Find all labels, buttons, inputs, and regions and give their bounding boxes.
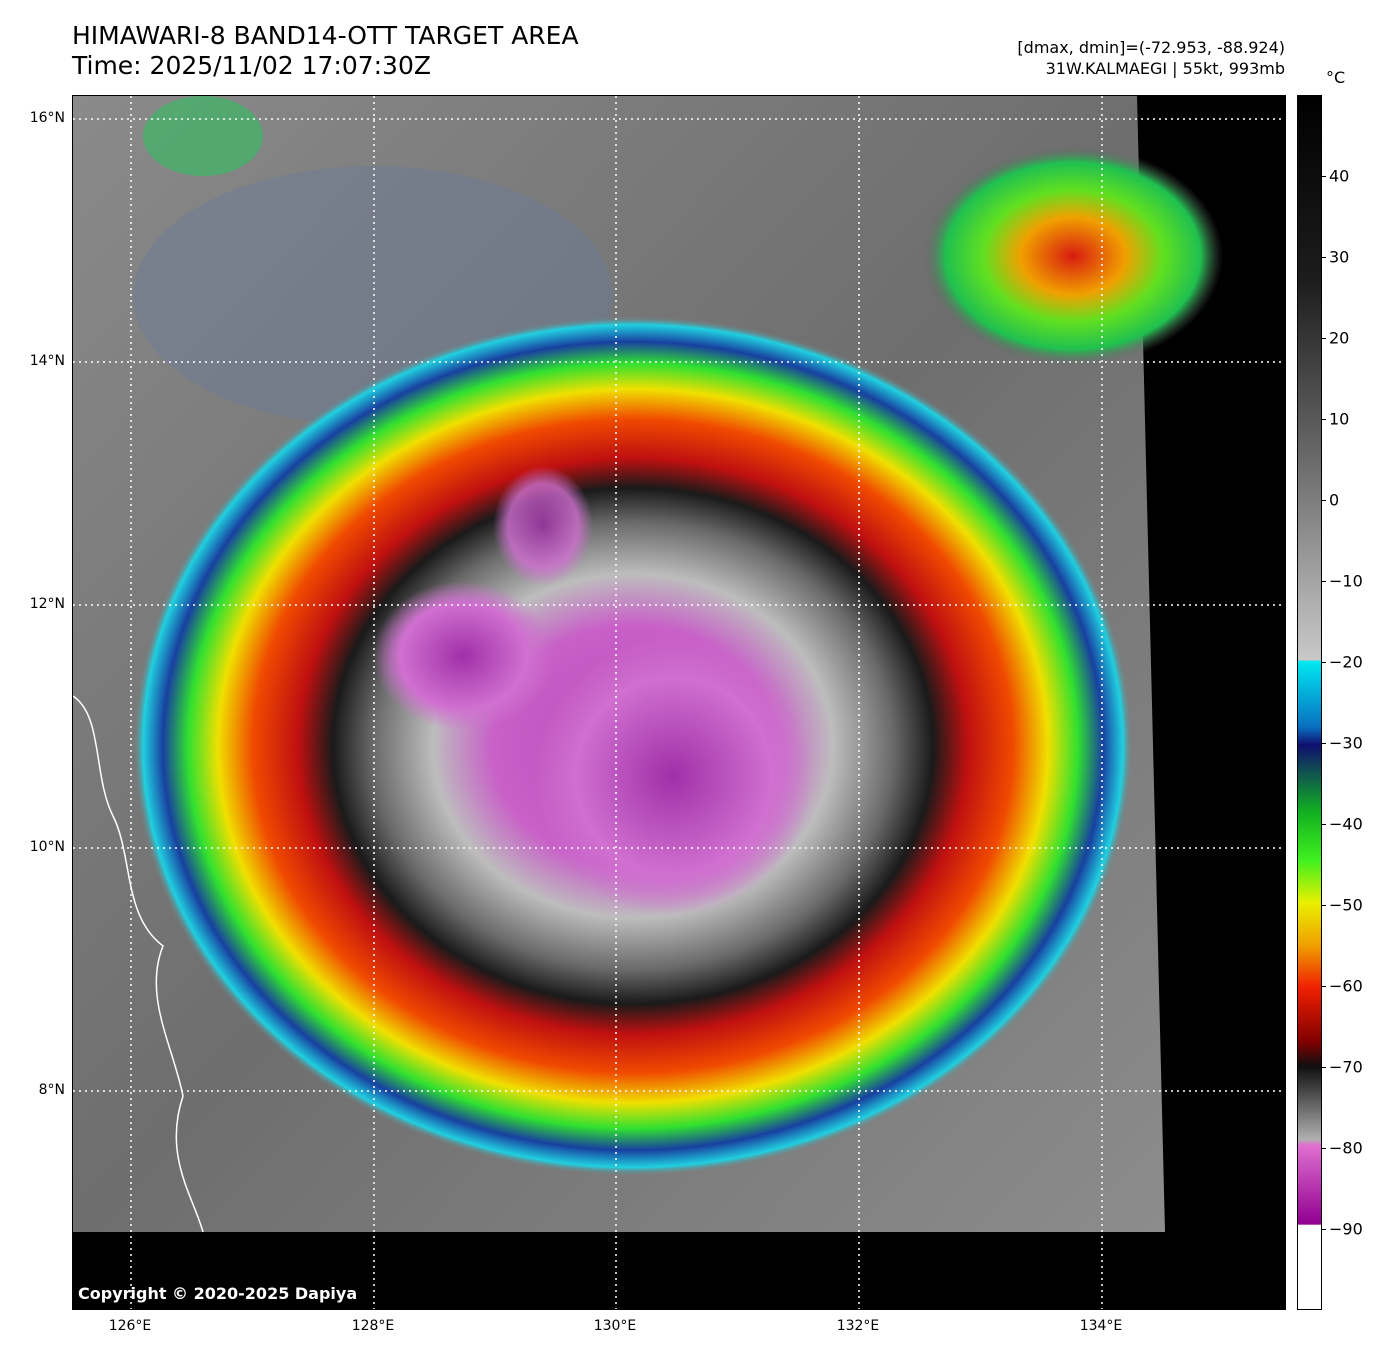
- satellite-imagery: [73, 96, 1285, 1309]
- colorbar-tick-label: −80: [1329, 1138, 1363, 1158]
- colorbar-tick-label: 30: [1329, 247, 1350, 267]
- lat-label-16n: 16°N: [29, 110, 65, 126]
- colorbar-tickmark: [1321, 905, 1326, 906]
- colorbar-tickmark: [1321, 176, 1326, 177]
- lat-label-14n: 14°N: [29, 353, 65, 369]
- temperature-range: [dmax, dmin]=(-72.953, -88.924): [1017, 38, 1285, 57]
- colorbar-tickmark: [1321, 824, 1326, 825]
- colorbar-tickmark: [1321, 662, 1326, 663]
- colorbar-tickmark: [1321, 581, 1326, 582]
- colorbar-tickmark: [1321, 419, 1326, 420]
- lon-label-134e: 134°E: [1079, 1318, 1123, 1334]
- colorbar-tick-label: −50: [1329, 895, 1363, 915]
- colorbar-tick-label: 0: [1329, 490, 1340, 510]
- colorbar-tickmark: [1321, 1229, 1326, 1230]
- lon-label-132e: 132°E: [836, 1318, 880, 1334]
- colorbar-tick-label: 20: [1329, 328, 1350, 348]
- copyright-notice: Copyright © 2020-2025 Dapiya: [78, 1284, 358, 1303]
- colorbar-tickmark: [1321, 1148, 1326, 1149]
- figure-title: HIMAWARI-8 BAND14-OTT TARGET AREA: [72, 21, 579, 50]
- colorbar-tickmark: [1321, 500, 1326, 501]
- colorbar-tick-label: −90: [1329, 1219, 1363, 1239]
- colorbar-tickmark: [1321, 338, 1326, 339]
- colorbar-gradient: [1298, 96, 1321, 1309]
- colorbar-tickmark: [1321, 257, 1326, 258]
- lat-label-8n: 8°N: [38, 1082, 65, 1098]
- coastline: [73, 695, 204, 1233]
- colorbar-tickmark: [1321, 1067, 1326, 1068]
- lat-label-10n: 10°N: [29, 839, 65, 855]
- colorbar-tick-label: −60: [1329, 976, 1363, 996]
- colorbar-tick-label: 10: [1329, 409, 1350, 429]
- colorbar-tick-label: −30: [1329, 733, 1363, 753]
- storm-info: 31W.KALMAEGI | 55kt, 993mb: [1045, 59, 1285, 78]
- colorbar-tick-label: −40: [1329, 814, 1363, 834]
- satellite-image: [72, 95, 1286, 1310]
- temperature-colorbar: [1297, 95, 1322, 1310]
- colorbar-tickmark: [1321, 743, 1326, 744]
- colorbar-unit: °C: [1326, 68, 1346, 87]
- lon-label-130e: 130°E: [593, 1318, 637, 1334]
- lat-label-12n: 12°N: [29, 596, 65, 612]
- lon-label-128e: 128°E: [351, 1318, 395, 1334]
- colorbar-tick-label: −10: [1329, 571, 1363, 591]
- colorbar-tick-label: −70: [1329, 1057, 1363, 1077]
- figure-time: Time: 2025/11/02 17:07:30Z: [72, 51, 431, 80]
- lon-label-126e: 126°E: [108, 1318, 152, 1334]
- colorbar-tick-label: −20: [1329, 652, 1363, 672]
- colorbar-tick-label: 40: [1329, 166, 1350, 186]
- colorbar-tickmark: [1321, 986, 1326, 987]
